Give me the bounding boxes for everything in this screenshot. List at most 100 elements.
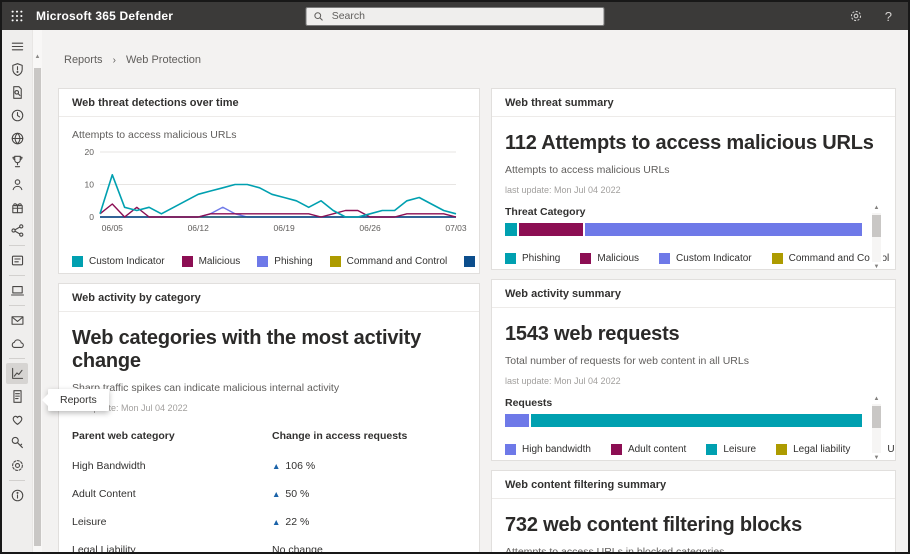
breadcrumb: Reports › Web Protection (64, 54, 896, 66)
legend-item: Leisure (706, 444, 756, 455)
cloud-apps-icon (11, 339, 24, 348)
sidebar-item-learning-hub[interactable] (6, 174, 28, 195)
card-subtitle: Attempts to access malicious URLs (505, 164, 670, 176)
web-threat-summary-card: Web threat summary 112 Attempts to acces… (491, 88, 896, 270)
sidebar-item-hunting[interactable] (6, 82, 28, 103)
legend-item: Phishing (257, 256, 313, 267)
sidebar-item-threat-analytics[interactable] (6, 128, 28, 149)
bar-segment-malicious (518, 223, 583, 236)
scrollbar-up-arrow-icon[interactable]: ▲ (873, 396, 880, 402)
legend-item: Malicious (181, 256, 241, 267)
category-cell: High Bandwidth (72, 460, 146, 472)
scrollbar-down-arrow-icon[interactable]: ▼ (873, 455, 880, 461)
chart-legend: Custom Indicator Malicious Phishing Command… (72, 256, 476, 267)
activity-change-table: Parent web category Change in access req… (72, 424, 466, 554)
nav-divider (9, 480, 25, 481)
scrollbar-thumb[interactable] (872, 215, 881, 237)
app-launcher-waffle-icon[interactable] (2, 2, 32, 30)
card-subtitle: Total number of requests for web content… (505, 355, 749, 367)
sidebar-item-trials[interactable] (6, 197, 28, 218)
sidebar-item-cloud-apps[interactable] (6, 333, 28, 354)
sidebar-item-assets[interactable] (6, 250, 28, 271)
card-scrollbar[interactable]: ▲ ▼ (870, 203, 883, 270)
sidebar-item-permissions[interactable] (6, 432, 28, 453)
chart-axis-title: Attempts to access malicious URLs (72, 129, 237, 141)
change-value: 50 % (285, 488, 310, 500)
card-subtitle: Sharp traffic spikes can indicate malici… (72, 382, 340, 394)
device-inventory-icon (10, 286, 24, 296)
card-title: Web activity by category (59, 284, 479, 312)
waffle-icon (11, 10, 23, 22)
change-value: 22 % (285, 516, 310, 528)
threat-analytics-icon (11, 132, 23, 145)
change-cell: ▲ 106 % (272, 460, 466, 472)
scrollbar-up-arrow-icon[interactable]: ▲ (873, 205, 880, 211)
legend-label: Adult content (627, 444, 687, 455)
scrollbar-thumb[interactable] (34, 68, 41, 546)
scrollbar-down-arrow-icon[interactable]: ▼ (873, 264, 880, 270)
table-body: High Bandwidth ▲ 106 % Adult Content ▲ 50 % Le… (72, 452, 466, 554)
legend-label: Command and Control (346, 256, 448, 267)
category-cell: Leisure (72, 516, 107, 528)
scrollbar-thumb[interactable] (872, 406, 881, 428)
help-info-icon (11, 489, 23, 502)
nav-divider (9, 305, 25, 306)
sidebar-item-incidents-alerts[interactable] (6, 59, 28, 80)
legend-item: Command and Control (329, 256, 448, 267)
column-header: Parent web category (72, 430, 175, 442)
sidebar-item-action-center[interactable] (6, 105, 28, 126)
bar-segment-phishing (505, 223, 517, 236)
sidebar-item-secure-score[interactable] (6, 151, 28, 172)
scrollbar-up-arrow-icon[interactable]: ▲ (34, 54, 41, 60)
legend-item: Custom Indicator (72, 256, 165, 267)
trials-icon (11, 203, 23, 214)
reports-nav-tooltip: Reports (42, 389, 109, 411)
help-question-icon[interactable]: ? (884, 8, 892, 24)
breadcrumb-reports-link[interactable]: Reports (64, 54, 103, 66)
legend-swatch (505, 253, 516, 264)
legend-label: Phishing (522, 253, 561, 264)
settings-gear-icon[interactable] (849, 9, 863, 23)
card-scrollbar[interactable]: ▲ ▼ (870, 394, 883, 461)
partner-catalog-icon (10, 224, 23, 237)
sidebar-item-settings[interactable] (6, 455, 28, 476)
sidebar-item-health[interactable] (6, 409, 28, 430)
card-headline: 112 Attempts to access malicious URLs (505, 132, 874, 154)
nav-scrollbar[interactable]: ▲ (32, 30, 42, 552)
category-cell: Legal Liability (72, 544, 136, 554)
legend-swatch (706, 444, 718, 455)
legend-label: Malicious (198, 256, 241, 267)
sidebar-item-audit[interactable] (6, 386, 28, 407)
legend-item: Custom Indicator (659, 253, 752, 264)
legend-swatch (505, 444, 516, 455)
legend-label: Legal liability (793, 444, 851, 455)
top-app-bar: Microsoft 365 Defender ? (2, 2, 908, 30)
legend-swatch (257, 256, 269, 267)
audit-icon (12, 390, 22, 403)
web-activity-by-category-card: Web activity by category Web categories … (58, 283, 480, 554)
table-row: Adult Content ▲ 50 % (72, 480, 466, 508)
table-row: Legal Liability No change (72, 536, 466, 554)
search-input[interactable] (329, 9, 597, 23)
legend-swatch (580, 253, 592, 264)
sidebar-item-partner-catalog[interactable] (6, 220, 28, 241)
change-cell: ▲ 22 % (272, 516, 466, 528)
threat-detections-line-chart: 20 10 0 06/05 06/12 06/19 06/26 07/03 (85, 147, 467, 233)
sidebar-item-reports[interactable] (6, 363, 28, 384)
increase-arrow-icon: ▲ (272, 460, 281, 471)
action-center-icon (11, 109, 23, 122)
topbar-actions: ? (849, 9, 908, 23)
global-search-box[interactable] (305, 6, 605, 26)
sidebar-item-help-info[interactable] (6, 485, 28, 506)
legend-item: Phishing (505, 253, 560, 264)
app-title: Microsoft 365 Defender (36, 9, 174, 23)
legend-swatch (181, 256, 193, 267)
main-content: Reports › Web Protection Web threat dete… (42, 30, 908, 554)
sidebar-item-email-collaboration[interactable] (6, 310, 28, 331)
breadcrumb-current-page: Web Protection (126, 54, 202, 66)
series-malicious (99, 203, 457, 218)
sidebar-item-device-inventory[interactable] (6, 280, 28, 301)
last-update-text: last update: Mon Jul 04 2022 (505, 185, 621, 195)
sidebar-item-menu[interactable] (6, 36, 28, 57)
